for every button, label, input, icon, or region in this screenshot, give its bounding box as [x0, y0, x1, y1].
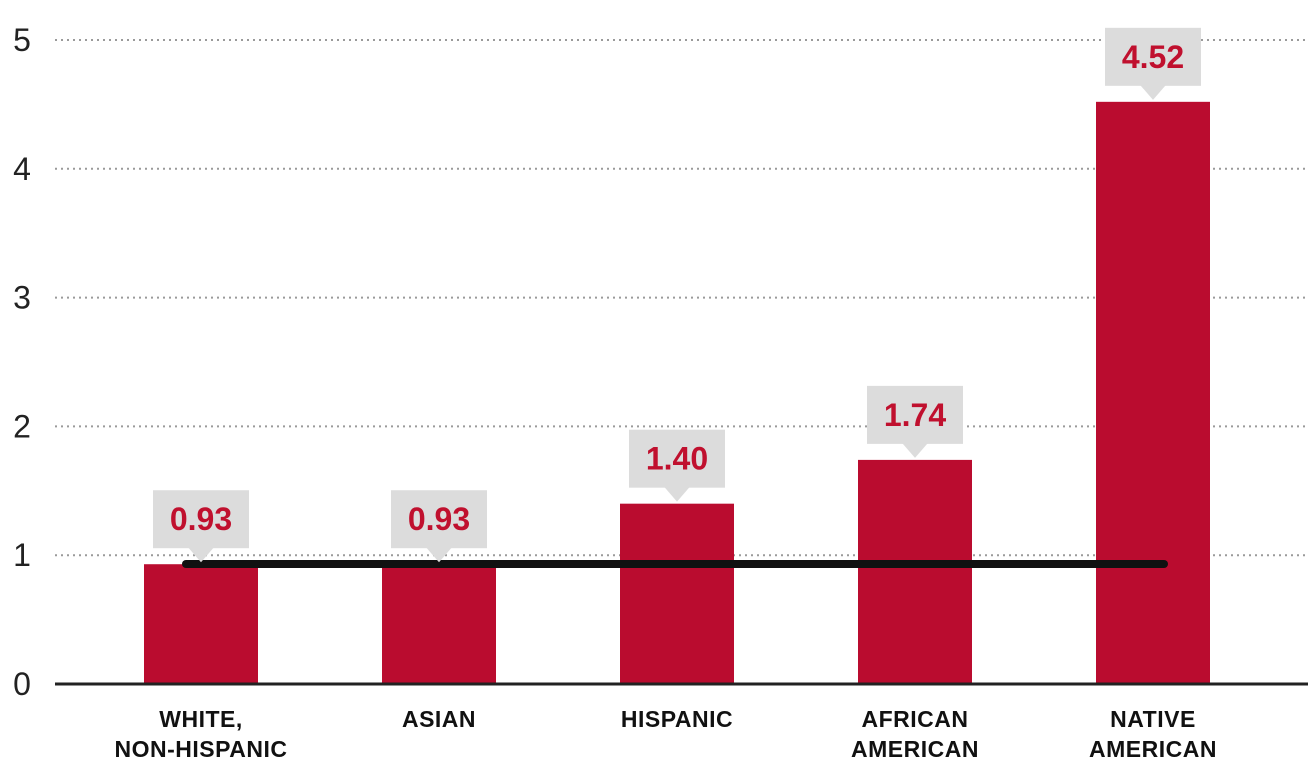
x-category-label: NON-HISPANIC	[115, 736, 288, 761]
data-label-box	[867, 385, 963, 444]
y-tick-label: 4	[13, 151, 31, 187]
y-axis-ticks: 0 1 2 3 4 5	[13, 22, 31, 702]
data-label-text: 1.74	[884, 397, 946, 433]
data-label-text: 4.52	[1122, 39, 1184, 75]
data-label-pointer	[664, 486, 690, 502]
data-label-pointer	[426, 547, 452, 563]
data-label-box	[153, 490, 249, 549]
x-category-label: AMERICAN	[1089, 736, 1217, 761]
y-tick-label: 1	[13, 537, 31, 573]
x-category-label: AFRICAN	[862, 706, 969, 732]
data-label: 4.52	[1105, 27, 1201, 100]
data-label-box	[1105, 27, 1201, 86]
bar	[144, 564, 258, 684]
data-label: 1.40	[629, 429, 725, 502]
x-category-label: AMERICAN	[851, 736, 979, 761]
data-label-pointer	[1140, 84, 1166, 100]
bar	[620, 503, 734, 684]
data-label: 0.93	[153, 490, 249, 563]
data-label-pointer	[902, 442, 928, 458]
data-label-text: 0.93	[408, 501, 470, 537]
x-category-label: NATIVE	[1110, 706, 1196, 732]
data-label-box	[629, 429, 725, 488]
y-tick-label: 0	[13, 666, 31, 702]
data-label-box	[391, 490, 487, 549]
bars	[144, 101, 1210, 685]
data-label-text: 1.40	[646, 441, 708, 477]
bar	[382, 564, 496, 684]
data-labels: 0.93 0.93 1.40 1.74 4.52	[153, 27, 1201, 563]
data-label-pointer	[188, 547, 214, 563]
x-category-label: ASIAN	[402, 706, 476, 732]
y-tick-label: 2	[13, 408, 31, 444]
data-label: 1.74	[867, 385, 963, 458]
x-category-label: WHITE,	[159, 706, 243, 732]
x-category-label: HISPANIC	[621, 706, 733, 732]
x-axis-categories: WHITE, NON-HISPANIC ASIAN HISPANIC AFRICAN AM…	[115, 706, 1217, 761]
bar	[1096, 101, 1210, 685]
bar	[858, 459, 972, 684]
y-tick-label: 5	[13, 22, 31, 58]
data-label-text: 0.93	[170, 501, 232, 537]
data-label: 0.93	[391, 490, 487, 563]
y-tick-label: 3	[13, 280, 31, 316]
